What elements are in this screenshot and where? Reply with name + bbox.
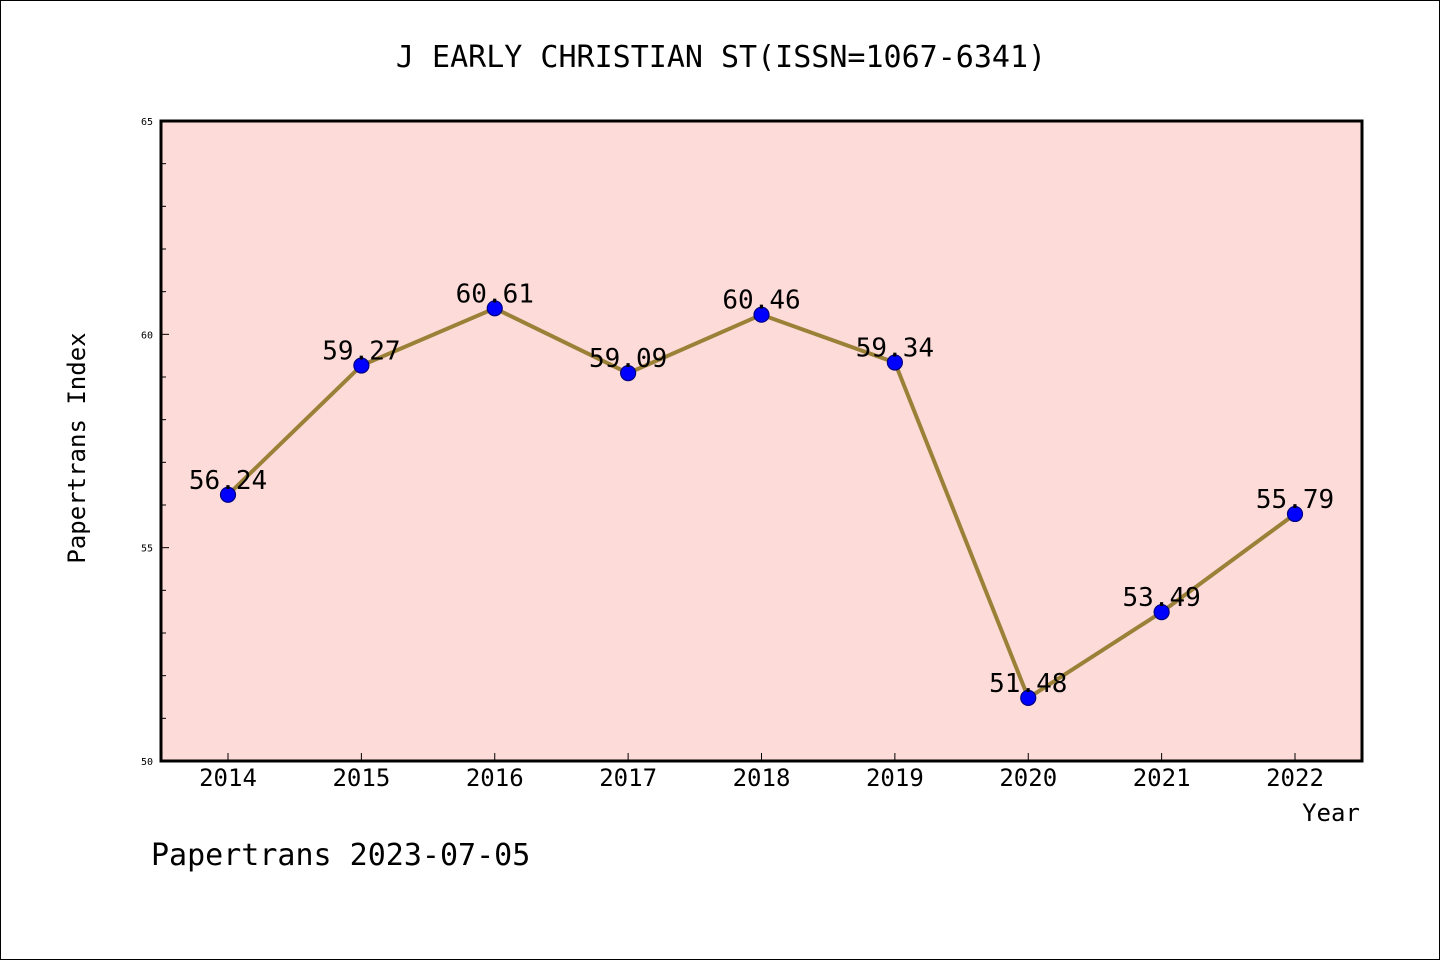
data-label: 51.48 [989, 669, 1067, 699]
data-point [886, 354, 903, 371]
y-tick-label: 55 [141, 544, 153, 555]
data-markers [219, 300, 1304, 706]
x-tick-label: 2016 [466, 764, 524, 792]
data-label: 56.24 [189, 466, 267, 496]
data-point [353, 357, 370, 374]
data-label: 55.79 [1256, 485, 1334, 515]
plot-frame [159, 119, 1364, 763]
data-label: 60.61 [456, 279, 534, 309]
x-tick-label: 2020 [999, 764, 1057, 792]
data-point [1020, 689, 1037, 706]
x-tick-label: 2015 [332, 764, 390, 792]
data-label: 60.46 [722, 286, 800, 316]
footer-date-text: Papertrans 2023-07-05 [151, 838, 530, 873]
plot-area [161, 121, 1362, 761]
y-axis-label: Papertrans Index [63, 332, 91, 563]
y-tick-label: 65 [141, 117, 153, 128]
data-point [1153, 603, 1170, 621]
x-tick-label: 2019 [866, 764, 924, 792]
data-labels: 56.24 59.27 60.61 59.09 60.46 59.34 51.48 53.49… [189, 279, 1334, 699]
y-tick-label: 50 [141, 757, 153, 768]
data-label: 59.09 [589, 344, 667, 374]
data-point [219, 486, 237, 503]
data-point [753, 306, 770, 323]
y-tick-label: 60 [141, 330, 153, 341]
x-tick-label: 2014 [199, 764, 257, 792]
y-tick-labels: 50 55 60 65 [141, 117, 153, 768]
data-point [486, 300, 503, 317]
x-axis-label: Year [1302, 799, 1360, 827]
x-tick-label: 2018 [733, 764, 791, 792]
x-tick-label: 2017 [599, 764, 657, 792]
data-label: 59.27 [322, 336, 400, 366]
data-point [1286, 505, 1304, 523]
x-tick-labels: 2014 2015 2016 2017 2018 2019 2020 2021 2022 [199, 764, 1324, 792]
x-tick-label: 2022 [1266, 764, 1324, 792]
data-label: 59.34 [856, 333, 934, 363]
chart-title: J EARLY CHRISTIAN ST(ISSN=1067-6341) [396, 40, 1046, 75]
data-label: 53.49 [1122, 583, 1200, 613]
x-tick-label: 2021 [1133, 764, 1191, 792]
data-point [620, 365, 637, 382]
